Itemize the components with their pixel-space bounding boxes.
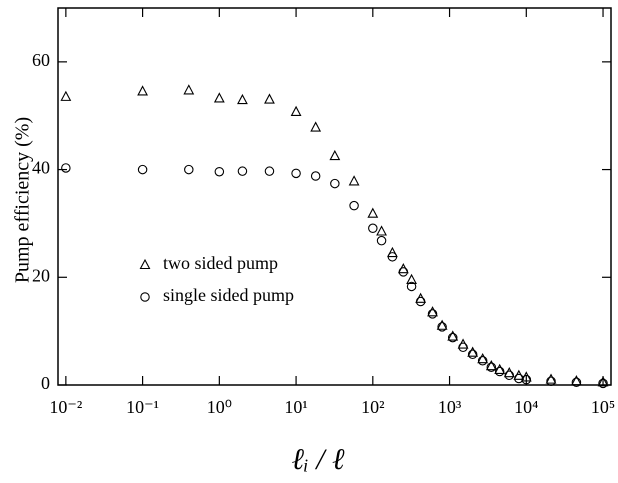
legend-label: single sided pump	[163, 285, 294, 305]
triangle-marker	[310, 121, 322, 132]
circle-marker	[427, 309, 438, 319]
x-tick-label: 10⁻¹	[126, 397, 159, 417]
circle-marker	[61, 163, 71, 173]
triangle-marker	[467, 346, 479, 357]
circle-marker	[330, 178, 340, 189]
triangle-marker	[213, 92, 225, 103]
triangle-marker	[436, 319, 448, 330]
circle-marker	[494, 366, 505, 377]
circle-marker	[598, 378, 608, 389]
triangle-marker	[386, 246, 398, 258]
triangle-marker	[477, 352, 489, 364]
triangle-marker	[597, 376, 609, 387]
x-tick-label: 10²	[361, 397, 384, 417]
circle-marker	[237, 166, 248, 176]
triangle-marker	[237, 93, 248, 105]
triangle-marker	[376, 225, 387, 236]
triangle-marker	[447, 330, 459, 341]
circle-marker	[291, 168, 301, 179]
legend-marker	[140, 292, 150, 302]
legend-label: two sided pump	[163, 253, 278, 273]
circle-marker	[264, 166, 275, 176]
triangle-marker	[427, 306, 438, 317]
triangle-marker	[264, 93, 275, 104]
circle-marker	[458, 342, 468, 353]
circle-marker	[477, 356, 488, 366]
plot-frame	[57, 7, 612, 386]
circle-marker	[214, 166, 225, 177]
triangle-marker	[571, 375, 582, 386]
triangle-marker	[290, 105, 302, 116]
x-axis-title: ℓᵢ / ℓ	[291, 443, 345, 476]
y-axis-title: Pump efficiency (%)	[12, 117, 34, 283]
x-tick-label: 10⁵	[591, 397, 615, 417]
triangle-marker	[494, 363, 506, 374]
triangle-marker	[183, 84, 195, 95]
circle-marker	[349, 200, 359, 211]
circle-marker	[467, 349, 478, 360]
circle-marker	[571, 377, 582, 388]
triangle-marker	[137, 85, 149, 96]
triangle-marker	[503, 366, 515, 378]
circle-marker	[415, 296, 426, 307]
circle-marker	[406, 281, 417, 292]
circle-marker	[137, 164, 148, 175]
circle-marker	[546, 376, 556, 386]
triangle-marker	[60, 90, 72, 101]
circle-marker	[368, 223, 378, 234]
triangle-marker	[520, 371, 532, 382]
y-tick-label: 60	[32, 50, 50, 70]
x-tick-label: 10³	[438, 397, 462, 417]
circle-marker	[447, 332, 458, 343]
triangle-marker	[485, 359, 497, 371]
circle-marker	[184, 164, 194, 175]
x-tick-label: 10⁴	[514, 397, 538, 417]
circle-marker	[310, 171, 321, 181]
x-tick-label: 10¹	[284, 397, 307, 417]
x-tick-label: 10⁰	[207, 397, 232, 417]
triangle-marker	[406, 273, 417, 285]
circle-marker	[376, 235, 387, 246]
y-tick-label: 40	[32, 158, 50, 178]
circle-marker	[521, 374, 532, 385]
circle-marker	[398, 267, 409, 277]
y-tick-label: 20	[32, 265, 50, 285]
y-tick-label: 0	[41, 373, 50, 393]
x-tick-label: 10⁻²	[49, 397, 82, 417]
triangle-marker	[348, 175, 360, 186]
circle-marker	[387, 252, 398, 262]
triangle-marker	[367, 207, 379, 218]
triangle-marker	[545, 373, 557, 384]
circle-marker	[504, 370, 515, 381]
circle-marker	[437, 322, 447, 332]
circle-marker	[486, 362, 497, 372]
legend-marker	[139, 258, 151, 270]
triangle-marker	[329, 149, 341, 161]
circle-marker	[514, 373, 524, 384]
